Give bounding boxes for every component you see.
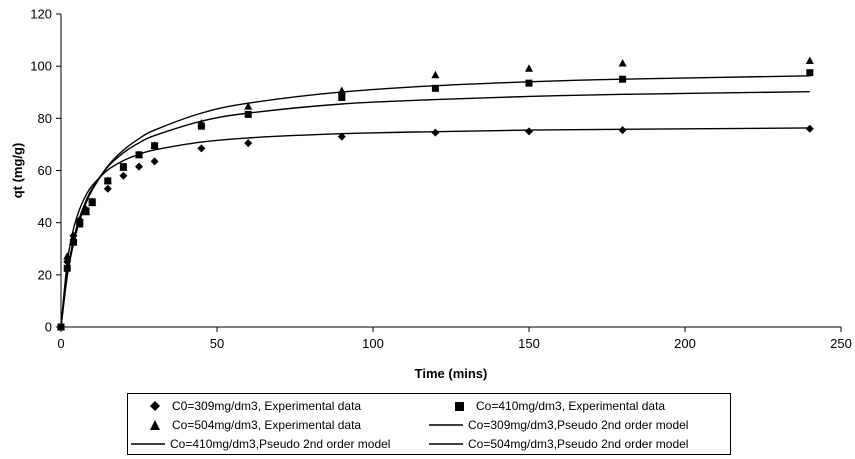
plot-area [57, 56, 814, 331]
y-tick-label: 120 [30, 7, 52, 22]
triangle-point [244, 102, 253, 110]
legend: C0=309mg/dm3, Experimental data Co=410mg… [127, 393, 731, 455]
line-marker-icon [130, 434, 166, 454]
triangle-point [805, 56, 814, 64]
legend-label: Co=504mg/dm3, Experimental data [172, 418, 362, 432]
model-line-series-5 [60, 75, 810, 328]
chart: 0 20 40 60 80 100 120 0 50 100 150 200 250 Time (min… [10, 7, 852, 382]
x-tick-label: 50 [210, 336, 224, 351]
triangle-point [150, 141, 159, 149]
triangle-point [63, 252, 72, 260]
triangle-point [75, 216, 84, 225]
legend-label: Co=504mg/dm3,Pseudo 2nd order model [468, 437, 689, 451]
diamond-marker-icon [142, 396, 168, 416]
diamond-point [618, 126, 627, 135]
triangle-point [135, 150, 143, 158]
square-point [63, 264, 71, 272]
diamond-point [119, 171, 128, 180]
triangle-point [81, 207, 90, 216]
y-tick-label: 60 [38, 163, 52, 178]
diamond-point [244, 139, 253, 148]
line-marker-icon [428, 434, 464, 454]
model-line-series-4 [60, 91, 810, 328]
square-marker-icon [446, 396, 472, 416]
x-tick-label: 200 [674, 336, 696, 351]
legend-label: C0=309mg/dm3, Experimental data [172, 399, 362, 413]
triangle-point [119, 163, 128, 171]
square-point [244, 110, 252, 118]
y-axis-label: qt (mg/g) [10, 143, 25, 199]
square-point [806, 69, 814, 77]
triangle-point [337, 86, 346, 94]
legend-item-co-309-model: Co=309mg/dm3,Pseudo 2nd order model [428, 415, 688, 435]
triangle-point [103, 176, 112, 184]
triangle-point [88, 198, 97, 207]
square-point [619, 75, 627, 83]
legend-item-co-410-model: Co=410mg/dm3,Pseudo 2nd order model [130, 434, 390, 454]
legend-item-co-504-exp: Co=504mg/dm3, Experimental data [142, 415, 361, 435]
triangle-point [525, 64, 533, 72]
triangle-point [431, 70, 440, 79]
diamond-point [150, 157, 159, 166]
diamond-point [337, 132, 346, 141]
diamond-point [525, 127, 533, 136]
axes: 0 20 40 60 80 100 120 0 50 100 150 200 250 [30, 7, 852, 352]
x-tick-label: 100 [362, 336, 384, 351]
diamond-point [431, 128, 440, 137]
line-marker-icon [428, 415, 464, 435]
triangle-point [197, 119, 206, 127]
legend-label: Co=410mg/dm3,Pseudo 2nd order model [170, 437, 391, 451]
legend-label: Co=309mg/dm3,Pseudo 2nd order model [468, 418, 689, 432]
y-tick-label: 80 [38, 111, 52, 126]
x-tick-label: 250 [830, 336, 852, 351]
square-point [525, 79, 533, 87]
diamond-point [103, 184, 112, 193]
diamond-point [197, 144, 206, 153]
legend-label: Co=410mg/dm3, Experimental data [476, 399, 666, 413]
square-point [69, 238, 77, 246]
square-point [338, 93, 346, 101]
y-tick-label: 40 [38, 215, 52, 230]
x-axis-label: Time (mins) [415, 366, 488, 381]
triangle-marker-icon [142, 415, 168, 435]
y-tick-label: 0 [45, 320, 52, 335]
legend-item-co-410-exp: Co=410mg/dm3, Experimental data [446, 396, 665, 416]
legend-item-co-504-model: Co=504mg/dm3,Pseudo 2nd order model [428, 434, 688, 454]
triangle-point [618, 59, 627, 67]
y-tick-label: 100 [30, 59, 52, 74]
x-tick-label: 0 [57, 336, 64, 351]
diamond-point [63, 257, 72, 266]
y-tick-label: 20 [38, 267, 52, 282]
square-point [431, 84, 439, 92]
diamond-point [805, 124, 814, 133]
triangle-point [69, 233, 78, 242]
x-tick-label: 150 [518, 336, 540, 351]
diamond-point [135, 162, 143, 171]
model-line-series-3 [60, 127, 810, 328]
legend-item-c0-309-exp: C0=309mg/dm3, Experimental data [142, 396, 361, 416]
